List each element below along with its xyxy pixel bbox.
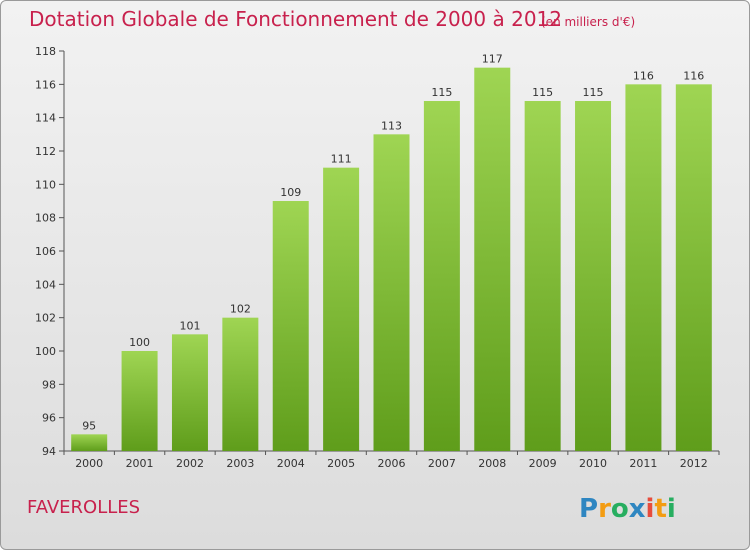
y-tick-label: 96	[42, 412, 56, 425]
bar	[373, 134, 410, 452]
x-tick-label: 2008	[478, 457, 506, 470]
bar-value-label: 109	[280, 186, 301, 199]
y-tick-label: 110	[35, 178, 56, 191]
commune-name: FAVEROLLES	[27, 497, 141, 518]
bar	[575, 101, 612, 451]
bar	[323, 167, 360, 451]
bar	[625, 84, 662, 451]
svg-text:Proxiti: Proxiti	[579, 494, 676, 524]
bar-value-label: 101	[179, 319, 200, 332]
bar-value-label: 116	[633, 69, 654, 82]
bar-value-label: 115	[532, 86, 553, 99]
bar-value-label: 100	[129, 336, 150, 349]
bar	[524, 101, 561, 451]
proxiti-logo-icon: Proxiti	[579, 494, 676, 524]
bar	[675, 84, 712, 451]
y-tick-label: 100	[35, 345, 56, 358]
x-tick-label: 2002	[176, 457, 204, 470]
y-tick-label: 116	[35, 78, 56, 91]
y-tick-label: 102	[35, 312, 56, 325]
bar-value-label: 102	[230, 303, 251, 316]
bar-value-label: 116	[683, 69, 704, 82]
bar	[121, 351, 158, 451]
bar	[71, 434, 108, 451]
x-tick-label: 2005	[327, 457, 355, 470]
x-tick-label: 2012	[680, 457, 708, 470]
bar-value-label: 117	[482, 53, 503, 66]
y-tick-label: 104	[35, 278, 56, 291]
x-tick-label: 2009	[529, 457, 557, 470]
proxiti-logo: Proxiti	[577, 489, 697, 534]
x-tick-label: 2000	[75, 457, 103, 470]
bar-value-label: 95	[82, 419, 96, 432]
chart-title: Dotation Globale de Fonctionnement de 20…	[29, 7, 562, 31]
unit-note: (en milliers d'€)	[541, 15, 636, 29]
x-tick-label: 2004	[277, 457, 305, 470]
bar	[222, 317, 259, 451]
y-tick-label: 98	[42, 378, 56, 391]
bar-value-label: 115	[431, 86, 452, 99]
bar	[171, 334, 208, 451]
y-tick-label: 94	[42, 445, 56, 458]
bar	[423, 101, 460, 451]
x-tick-label: 2010	[579, 457, 607, 470]
y-tick-label: 114	[35, 112, 56, 125]
bar-value-label: 111	[331, 153, 352, 166]
x-tick-label: 2006	[378, 457, 406, 470]
bar-value-label: 113	[381, 119, 402, 132]
y-tick-label: 106	[35, 245, 56, 258]
x-tick-label: 2003	[226, 457, 254, 470]
x-tick-label: 2007	[428, 457, 456, 470]
y-tick-label: 118	[35, 45, 56, 58]
x-tick-label: 2001	[126, 457, 154, 470]
y-tick-label: 112	[35, 145, 56, 158]
y-tick-label: 108	[35, 212, 56, 225]
bar-value-label: 115	[583, 86, 604, 99]
bar	[474, 67, 511, 452]
x-tick-label: 2011	[629, 457, 657, 470]
bar	[272, 201, 309, 451]
